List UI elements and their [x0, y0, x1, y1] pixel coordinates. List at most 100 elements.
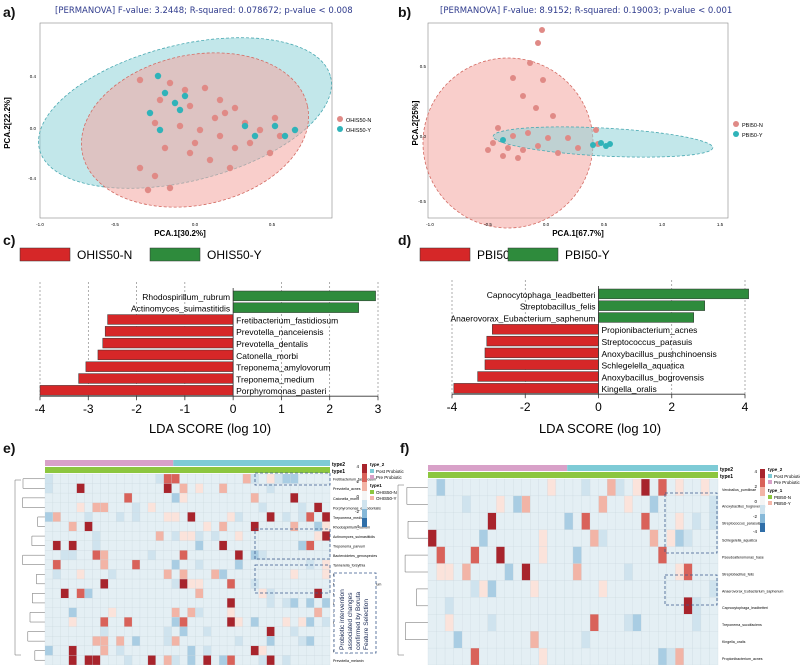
- heatmap-cell: [234, 540, 244, 551]
- heatmap-cell: [641, 546, 650, 564]
- lda-bar: [232, 290, 376, 302]
- heatmap-cell: [52, 569, 61, 580]
- scatter-point-y: [500, 137, 506, 143]
- heatmap-cell: [76, 531, 85, 541]
- heatmap-cell: [282, 626, 291, 637]
- scatter-point-n: [555, 150, 561, 156]
- heatmap-cell: [203, 483, 212, 494]
- scatter-point-n: [271, 114, 279, 122]
- heatmap-cell: [504, 529, 514, 547]
- heatmap-cell: [131, 559, 141, 570]
- heatmap-cell: [581, 580, 591, 598]
- heatmap-cell: [598, 529, 608, 547]
- heatmap-cell: [179, 540, 188, 551]
- lda-bar: [598, 288, 749, 300]
- heatmap-cell: [108, 655, 117, 665]
- heatmap-cell: [692, 647, 702, 665]
- heatmap-cell: [155, 588, 164, 599]
- legend-dot-n: [733, 121, 739, 127]
- heatmap-cell: [219, 636, 228, 647]
- heatmap-cell: [632, 614, 642, 632]
- heatmap-cell: [675, 597, 685, 615]
- heatmap-cell: [683, 647, 693, 665]
- heatmap-cell: [163, 617, 172, 627]
- heatmap-cell: [92, 588, 101, 599]
- heatmap-cell: [116, 578, 125, 589]
- heatmap-cell: [242, 473, 251, 484]
- heatmap-cell: [44, 540, 54, 551]
- permanova-title-b: [PERMANOVA] F-value: 8.9152; R-squared: …: [440, 6, 733, 16]
- heatmap-cell: [666, 529, 676, 547]
- heatmap-cell: [52, 483, 61, 494]
- heatmap-cell: [211, 559, 220, 570]
- heatmap-cell: [242, 550, 251, 561]
- heatmap-cell: [44, 521, 54, 532]
- heatmap-cell: [547, 529, 557, 547]
- heatmap-cell: [203, 531, 212, 541]
- heatmap-cell: [649, 614, 659, 632]
- heatmap-cell: [496, 512, 505, 530]
- heatmap-cell: [282, 569, 291, 580]
- heatmap-cell: [479, 647, 488, 665]
- heatmap-cell: [187, 655, 196, 665]
- heatmap-row-label: Pseudoalteromonas_base: [722, 555, 764, 559]
- heatmap-cell: [427, 529, 437, 547]
- heatmap-cell: [52, 588, 61, 599]
- heatmap-cell: [60, 512, 69, 522]
- heatmap-cell: [60, 626, 69, 637]
- heatmap-cell: [487, 512, 497, 530]
- heatmap-cell: [139, 588, 149, 599]
- heatmap-cell: [615, 631, 625, 649]
- heatmap-cell: [321, 607, 331, 618]
- legend-item: OHIS50-Y: [376, 496, 397, 501]
- heatmap-cell: [234, 512, 244, 522]
- heatmap-cell: [147, 521, 156, 532]
- heatmap-cell: [530, 478, 540, 497]
- heatmap-cell: [92, 502, 101, 513]
- heatmap-cell: [195, 598, 204, 608]
- heatmap-cell: [538, 546, 548, 564]
- heatmap-cell: [547, 614, 557, 632]
- heatmap-cell: [530, 563, 540, 581]
- heatmap-cell: [274, 502, 283, 513]
- heatmap-cell: [139, 473, 149, 484]
- heatmap-cell: [203, 617, 212, 627]
- heatmap-cell: [171, 607, 180, 618]
- heatmap-cell: [298, 531, 307, 541]
- heatmap-cell: [321, 540, 331, 551]
- heatmap-cell: [195, 617, 204, 627]
- scatter-point-n: [515, 155, 521, 161]
- x-tick-label: 1.0: [659, 222, 666, 227]
- scatter-point-n: [520, 147, 526, 153]
- heatmap-cell: [298, 598, 307, 608]
- heatmap-cell: [274, 645, 283, 656]
- heatmap-cell: [44, 655, 54, 665]
- heatmap-cell: [564, 478, 574, 497]
- x-tick-label: 0: [595, 400, 602, 414]
- heatmap-cell: [258, 607, 267, 618]
- heatmap-cell: [116, 636, 125, 647]
- heatmap-cell: [219, 626, 228, 637]
- heatmap-cell: [211, 578, 220, 589]
- heatmap-cell: [479, 597, 488, 615]
- heatmap-cell: [709, 614, 719, 632]
- heatmap-cell: [219, 578, 228, 589]
- heatmap-cell: [290, 626, 299, 637]
- heatmap-cell: [68, 626, 77, 637]
- scatter-point-n: [181, 86, 189, 94]
- heatmap-cell: [258, 521, 267, 532]
- heatmap-cell: [92, 531, 101, 541]
- heatmap-cell: [641, 597, 650, 615]
- heatmap-cell: [84, 607, 93, 618]
- scatter-point-n: [136, 76, 144, 84]
- legend-title2: type1: [370, 483, 382, 488]
- heatmap-cell: [171, 550, 180, 561]
- scatter-point-n: [186, 149, 194, 157]
- heatmap-cell: [92, 636, 101, 647]
- heatmap-cell: [606, 647, 616, 665]
- legend-swatch-n: [419, 247, 471, 262]
- heatmap-cell: [624, 647, 633, 665]
- legend-scale-label: -2: [355, 509, 359, 514]
- heatmap-cell: [675, 647, 685, 665]
